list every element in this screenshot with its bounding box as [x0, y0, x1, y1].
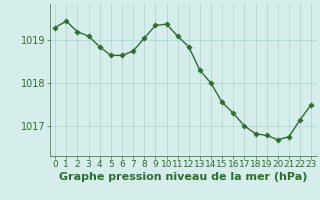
X-axis label: Graphe pression niveau de la mer (hPa): Graphe pression niveau de la mer (hPa): [59, 172, 308, 182]
